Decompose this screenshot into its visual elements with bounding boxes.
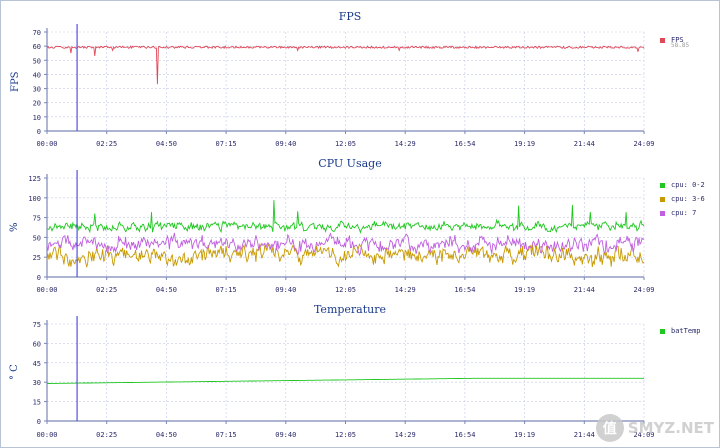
series-line-cpu-0-2 [47, 200, 645, 235]
x-tick-label: 21:44 [574, 140, 595, 148]
y-tick-label: 0 [37, 274, 41, 282]
temperature-chart: Temperature ° C 0 15 30 45 60 75 00:00 02:25 04:… [0, 298, 720, 448]
y-tick-label: 25 [33, 254, 41, 262]
legend-current-value: 58.85 [671, 42, 690, 49]
legend: FPS 58.85 [660, 36, 689, 50]
x-tick-label: 24:09 [633, 431, 654, 439]
x-tick-label: 04:50 [156, 286, 177, 294]
legend-label: batTemp [671, 327, 701, 335]
y-tick-label: 0 [37, 128, 41, 136]
x-tick-label: 12:05 [335, 286, 356, 294]
legend-swatch [660, 210, 665, 216]
legend-item-cpu-0-2[interactable]: cpu: 0-2 [660, 181, 705, 195]
y-tick-label: 60 [33, 340, 41, 348]
legend-swatch [660, 37, 665, 43]
x-tick-label: 16:54 [454, 140, 475, 148]
x-tick-label: 00:00 [36, 286, 57, 294]
y-tick-label: 30 [33, 379, 41, 387]
legend-item-fps[interactable]: FPS 58.85 [660, 36, 689, 50]
legend-label: cpu: 3-6 [671, 195, 705, 203]
legend-swatch [660, 196, 665, 202]
x-tick-label: 02:25 [96, 140, 117, 148]
x-tick-label: 04:50 [156, 140, 177, 148]
legend-item-battemp[interactable]: batTemp [660, 327, 701, 341]
y-tick-label: 30 [33, 86, 41, 94]
x-tick-label: 24:09 [633, 286, 654, 294]
watermark: 值 SMYZ.NET [595, 414, 714, 442]
watermark-logo: 值 [595, 414, 624, 442]
x-tick-label: 21:44 [574, 431, 595, 439]
x-tick-label: 19:19 [514, 140, 535, 148]
legend-label: FPS [671, 36, 684, 44]
x-tick-label: 19:19 [514, 431, 535, 439]
x-tick-label: 02:25 [96, 286, 117, 294]
x-tick-label: 19:19 [514, 286, 535, 294]
y-tick-label: 70 [33, 29, 41, 37]
legend-item-cpu-7[interactable]: cpu: 7 [660, 209, 705, 223]
legend: cpu: 0-2 cpu: 3-6 cpu: 7 [660, 181, 705, 223]
x-tick-label: 12:05 [335, 140, 356, 148]
legend-label: cpu: 7 [671, 209, 697, 217]
x-tick-label: 07:15 [216, 431, 237, 439]
y-tick-label: 125 [28, 175, 41, 183]
series-line-battemp [47, 377, 644, 384]
cpu-chart: CPU Usage % 0 25 50 75 100 125 00:00 02:25 04:50… [0, 150, 720, 298]
x-tick-label: 24:09 [633, 140, 654, 148]
x-tick-label: 09:40 [275, 431, 296, 439]
legend-label: cpu: 0-2 [671, 181, 705, 189]
fps-plot: 0 10 20 30 40 50 60 70 00:00 02:25 04:50 07:15 09:40… [33, 24, 655, 148]
temperature-plot: 0 15 30 45 60 75 00:00 02:25 04:50 07:15 09:40 12:0… [33, 316, 655, 439]
x-tick-label: 09:40 [275, 140, 296, 148]
series-line-fps [46, 45, 645, 85]
x-tick-label: 14:29 [395, 286, 416, 294]
chart-title: CPU Usage [318, 157, 382, 170]
x-tick-label: 16:54 [454, 431, 475, 439]
x-tick-label: 02:25 [96, 431, 117, 439]
x-tick-label: 12:05 [335, 431, 356, 439]
x-tick-label: 14:29 [395, 431, 416, 439]
x-tick-label: 04:50 [156, 431, 177, 439]
y-tick-label: 0 [37, 418, 41, 426]
y-tick-label: 100 [28, 195, 41, 203]
y-tick-label: 40 [33, 71, 41, 79]
y-tick-label: 10 [33, 114, 41, 122]
watermark-text: SMYZ.NET [627, 418, 714, 437]
y-tick-label: 75 [33, 321, 41, 329]
x-tick-label: 14:29 [395, 140, 416, 148]
x-tick-label: 09:40 [275, 286, 296, 294]
x-tick-label: 00:00 [36, 431, 57, 439]
fps-chart: FPS FPS 0 10 20 30 40 50 60 70 00:00 02:25 04:50 07… [0, 0, 720, 150]
series-line-cpu-7 [46, 232, 645, 257]
legend-item-cpu-3-6[interactable]: cpu: 3-6 [660, 195, 705, 209]
y-tick-label: 15 [33, 399, 41, 407]
y-tick-label: 75 [33, 215, 41, 223]
x-tick-label: 07:15 [216, 140, 237, 148]
legend-swatch [660, 182, 665, 188]
y-tick-label: 50 [33, 234, 41, 242]
chart-title: Temperature [313, 303, 387, 316]
y-tick-label: 20 [33, 100, 41, 108]
x-tick-label: 16:54 [454, 286, 475, 294]
y-tick-label: 50 [33, 57, 41, 65]
x-tick-label: 21:44 [574, 286, 595, 294]
legend-swatch [660, 328, 665, 334]
series-line-cpu-3-6 [46, 243, 645, 268]
y-tick-label: 45 [33, 360, 41, 368]
legend: batTemp [660, 327, 701, 341]
x-tick-label: 00:00 [36, 140, 57, 148]
cpu-plot: 0 25 50 75 100 125 00:00 02:25 04:50 07:15 09:40 12… [28, 170, 655, 294]
chart-title: FPS [338, 10, 362, 23]
y-tick-label: 60 [33, 43, 41, 51]
x-tick-label: 07:15 [216, 286, 237, 294]
